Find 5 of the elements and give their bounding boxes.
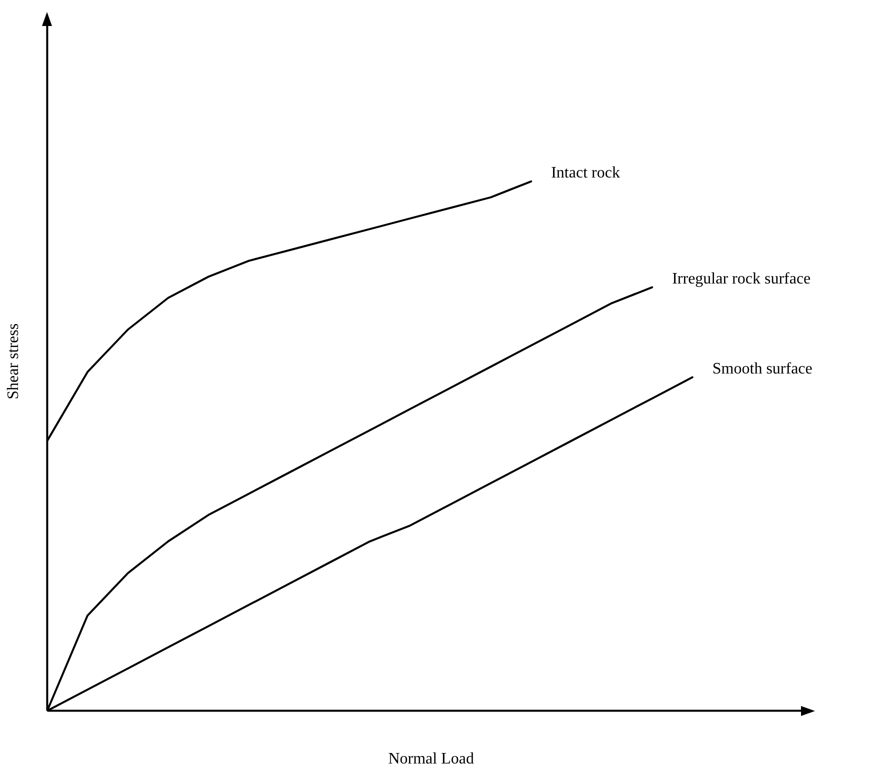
y-axis-title: Shear stress — [4, 323, 22, 400]
x-axis-title: Normal Load — [388, 750, 474, 768]
series-label: Smooth surface — [712, 360, 812, 378]
series-label: Irregular rock surface — [672, 270, 811, 288]
series-label: Intact rock — [551, 164, 620, 182]
